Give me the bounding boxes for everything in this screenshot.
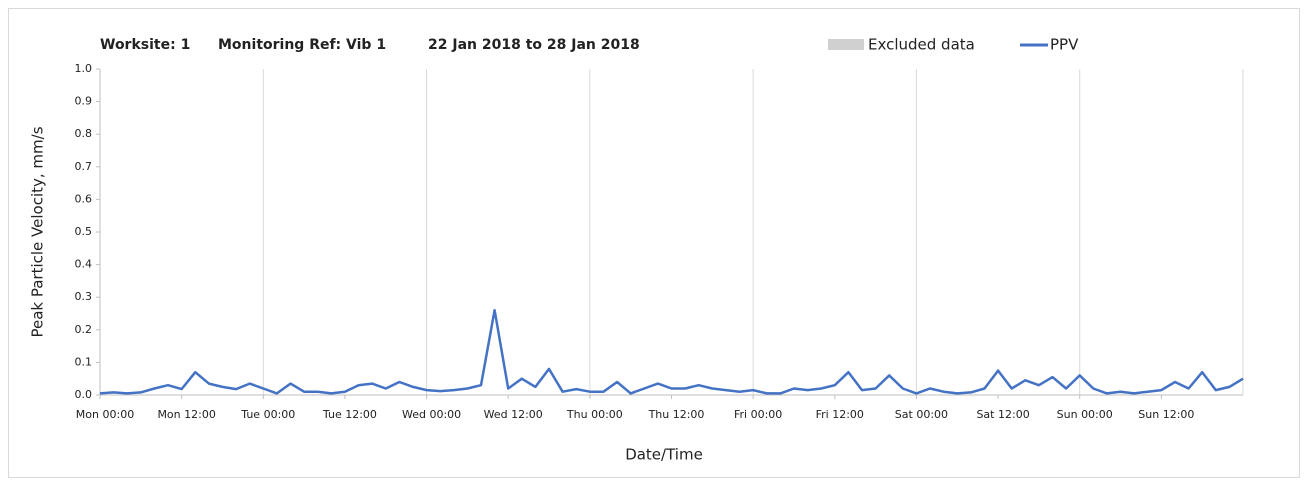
x-axis-title: Date/Time — [625, 446, 703, 464]
y-tick-label: 0.8 — [75, 127, 93, 140]
x-tick-label: Sat 12:00 — [976, 408, 1029, 421]
y-tick-label: 0.9 — [75, 95, 93, 108]
x-tick-label: Fri 12:00 — [816, 408, 864, 421]
y-tick-label: 0.2 — [75, 323, 93, 336]
x-tick-label: Fri 00:00 — [734, 408, 782, 421]
y-tick-label: 0.5 — [75, 225, 93, 238]
ppv-line — [99, 308, 1244, 395]
y-tick-label: 0.0 — [75, 388, 93, 401]
y-tick-label: 0.6 — [75, 192, 93, 205]
x-tick-label: Sat 00:00 — [895, 408, 948, 421]
x-tick-label: Sun 12:00 — [1138, 408, 1194, 421]
y-tick-label: 1.0 — [75, 62, 93, 75]
x-tick-label: Wed 12:00 — [484, 408, 543, 421]
x-tick-label: Mon 00:00 — [76, 408, 134, 421]
legend-swatch — [828, 39, 864, 50]
x-tick-label: Thu 00:00 — [566, 408, 623, 421]
legend-label: Excluded data — [868, 36, 975, 54]
y-tick-label: 0.7 — [75, 160, 93, 173]
y-axis-title: Peak Particle Velocity, mm/s — [29, 126, 47, 337]
title-period: 22 Jan 2018 to 28 Jan 2018 — [428, 37, 640, 53]
x-tick-label: Tue 12:00 — [322, 408, 377, 421]
y-tick-label: 0.3 — [75, 290, 93, 303]
title-monitoring: Monitoring Ref: Vib 1 — [218, 37, 386, 53]
legend-label: PPV — [1050, 36, 1079, 54]
y-tick-label: 0.4 — [75, 258, 93, 271]
y-tick-label: 0.1 — [75, 355, 93, 368]
x-tick-label: Wed 00:00 — [402, 408, 461, 421]
title-worksite: Worksite: 1 — [100, 37, 190, 53]
x-tick-label: Tue 00:00 — [240, 408, 295, 421]
chart-frame — [8, 8, 1300, 478]
x-tick-label: Mon 12:00 — [157, 408, 215, 421]
x-tick-label: Sun 00:00 — [1057, 408, 1113, 421]
x-tick-label: Thu 12:00 — [648, 408, 705, 421]
